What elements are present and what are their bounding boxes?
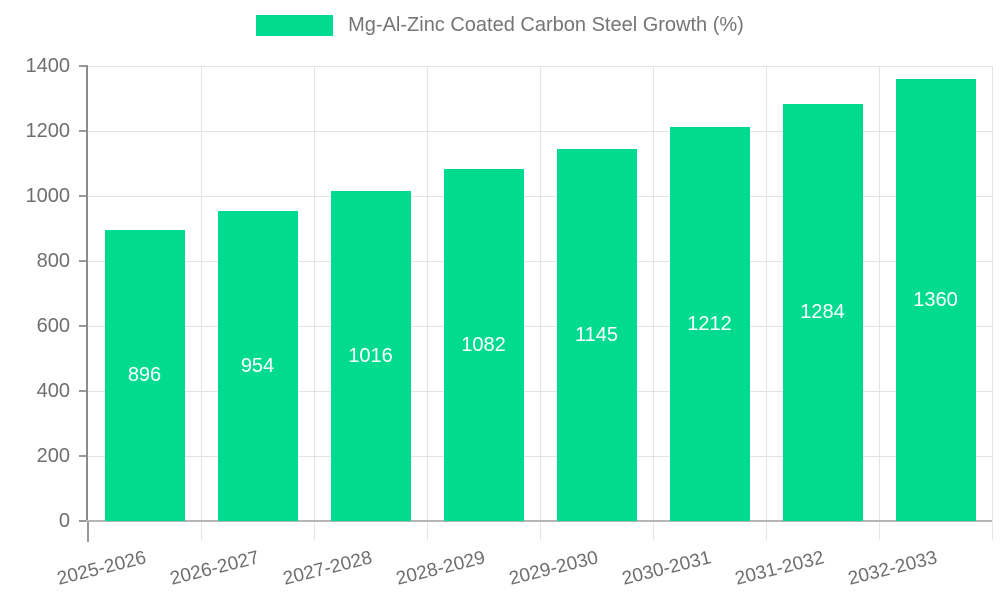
bar[interactable] (895, 79, 976, 521)
bar-value-label: 896 (127, 364, 162, 387)
y-axis-tick-label: 1400 (25, 55, 71, 77)
y-axis-tick-label: 1200 (25, 120, 71, 142)
x-axis-tick (765, 522, 767, 540)
x-axis-category-label: 2028-2029 (393, 547, 487, 590)
bar-value-label: 1360 (913, 289, 958, 311)
bar-value-label: 1016 (348, 344, 393, 367)
x-axis-line (86, 520, 992, 522)
y-axis-tick-label: 800 (36, 250, 70, 272)
x-axis-tick (991, 522, 993, 540)
x-gridline (878, 66, 880, 521)
x-gridline (652, 66, 654, 521)
y-axis-tick-label: 1000 (25, 185, 71, 207)
y-axis-tick-label: 0 (58, 510, 70, 532)
y-axis-tick (79, 390, 88, 392)
x-axis-category-label: 2030-2031 (619, 547, 713, 590)
y-axis-tick (79, 260, 88, 262)
y-axis-line (86, 66, 88, 521)
bar-value-label: 1145 (574, 323, 618, 346)
y-axis-tick-label: 200 (36, 445, 70, 467)
x-gridline (765, 66, 767, 521)
bar[interactable] (217, 210, 298, 521)
y-axis-tick-label: 600 (36, 315, 70, 337)
bar[interactable] (104, 229, 185, 521)
x-axis-tick (539, 522, 541, 540)
y-axis-tick (79, 195, 88, 197)
bar-value-label: 1212 (687, 313, 732, 336)
x-axis-tick (313, 522, 315, 540)
y-axis-tick-label: 400 (36, 380, 70, 402)
bar-value-label: 1082 (461, 334, 506, 357)
y-axis-tick (79, 130, 88, 132)
x-gridline (991, 66, 993, 521)
y-axis-tick (79, 455, 88, 457)
x-axis-tick (200, 522, 202, 540)
bar[interactable] (782, 103, 863, 521)
x-gridline (200, 66, 202, 521)
x-gridline (539, 66, 541, 521)
x-axis-tick (878, 522, 880, 540)
legend-item[interactable]: Mg-Al-Zinc Coated Carbon Steel Growth (%… (256, 14, 744, 37)
bar[interactable] (669, 127, 750, 521)
y-axis-tick (79, 520, 88, 522)
x-axis-category-label: 2029-2030 (506, 547, 600, 590)
bar-value-label: 954 (240, 354, 275, 377)
bar[interactable] (556, 148, 637, 521)
chart-legend: Mg-Al-Zinc Coated Carbon Steel Growth (%… (0, 14, 1000, 37)
x-axis-category-label: 2031-2032 (732, 547, 826, 590)
bar[interactable] (443, 169, 524, 521)
y-axis-tick (79, 65, 88, 67)
y-axis-tick (79, 325, 88, 327)
x-axis-category-label: 2032-2033 (845, 547, 939, 590)
legend-swatch-icon (256, 15, 334, 36)
bar-value-label: 1284 (800, 301, 845, 324)
x-axis-category-label: 2026-2027 (167, 547, 261, 590)
x-axis-category-label: 2025-2026 (54, 547, 148, 590)
x-axis-category-label: 2027-2028 (280, 547, 374, 590)
x-axis-tick (652, 522, 654, 540)
bar[interactable] (330, 190, 411, 521)
x-axis-tick (87, 522, 89, 542)
legend-label: Mg-Al-Zinc Coated Carbon Steel Growth (%… (348, 14, 744, 36)
x-gridline (313, 66, 315, 521)
x-axis-tick (426, 522, 428, 540)
x-gridline (426, 66, 428, 521)
